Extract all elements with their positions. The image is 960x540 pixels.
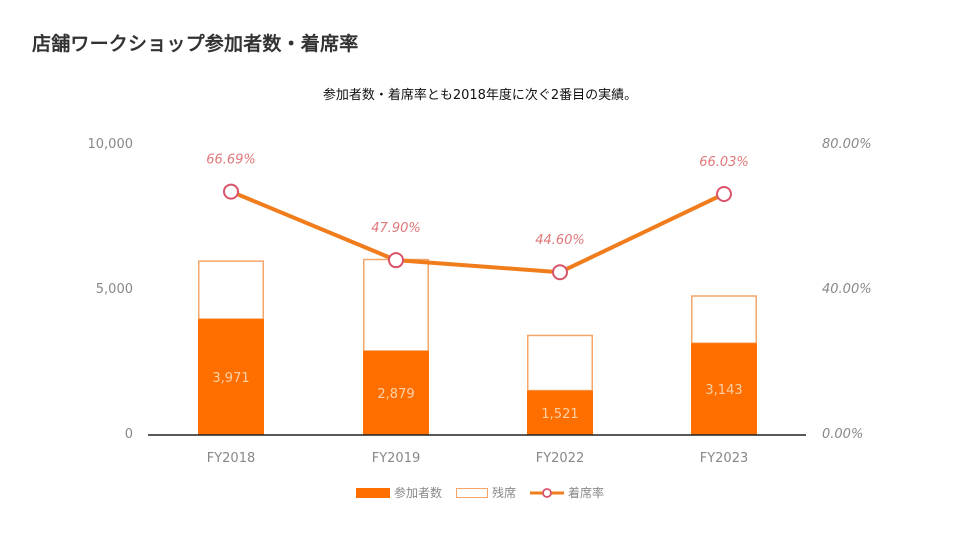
category-label: FY2018 xyxy=(207,451,256,466)
participants-value-label: 2,879 xyxy=(377,387,414,402)
rate-value-label: 66.03% xyxy=(699,155,749,170)
rate-value-label: 47.90% xyxy=(371,221,421,236)
legend-item-participants[interactable]: 参加者数 xyxy=(355,484,442,501)
remaining-seats-bar xyxy=(691,295,757,344)
category-label: FY2019 xyxy=(372,451,421,466)
participants-bar xyxy=(691,343,757,435)
rate-line-series: 66.69% 47.90% 44.60% 66.03% xyxy=(206,153,749,281)
participants-bar xyxy=(363,350,429,435)
left-axis-tick-0: 0 xyxy=(125,427,133,442)
right-axis-tick-0: 0.00% xyxy=(822,427,863,442)
line-marker-swatch-icon xyxy=(530,487,564,498)
rate-marker xyxy=(388,252,404,269)
rate-marker xyxy=(223,183,239,200)
rate-value-label: 66.69% xyxy=(206,153,256,168)
right-axis-tick-40: 40.00% xyxy=(822,282,872,297)
legend-label-remaining: 残席 xyxy=(491,486,516,500)
left-axis-tick-10000: 10,000 xyxy=(88,137,134,152)
rate-value-label: 44.60% xyxy=(535,233,585,248)
legend-item-remaining[interactable]: 残席 xyxy=(455,484,516,501)
remaining-seats-bar xyxy=(527,334,593,392)
participants-bar xyxy=(527,390,593,435)
rate-line xyxy=(230,189,725,275)
category-labels: FY2018 FY2019 FY2022 FY2023 xyxy=(207,451,749,466)
participants-value-label: 1,521 xyxy=(541,407,578,422)
legend-label-participants: 参加者数 xyxy=(393,486,442,500)
participants-value-label: 3,971 xyxy=(212,371,249,386)
participants-bar xyxy=(198,319,264,435)
category-label: FY2022 xyxy=(536,451,585,466)
filled-swatch-icon xyxy=(355,487,390,498)
chart-subtitle: 参加者数・着席率とも2018年度に次ぐ2番目の実績。 xyxy=(322,88,638,103)
remaining-seats-bar xyxy=(363,258,429,352)
outline-swatch-icon xyxy=(455,487,488,498)
left-axis-tick-5000: 5,000 xyxy=(96,282,133,297)
remaining-seats-bar xyxy=(198,260,264,320)
legend-item-rate[interactable]: 着席率 xyxy=(530,484,604,501)
participants-value-label: 3,143 xyxy=(705,383,742,398)
page-title: 店舗ワークショップ参加者数・着席率 xyxy=(32,33,359,55)
right-axis-tick-80: 80.00% xyxy=(822,137,872,152)
category-label: FY2023 xyxy=(700,451,749,466)
chart-legend: 参加者数 残席 着席率 xyxy=(0,484,960,501)
bar-series: 3,971 2,879 1,521 3,143 xyxy=(198,258,757,435)
legend-label-rate: 着席率 xyxy=(568,486,605,500)
rate-marker xyxy=(552,264,568,281)
rate-marker xyxy=(716,185,732,202)
